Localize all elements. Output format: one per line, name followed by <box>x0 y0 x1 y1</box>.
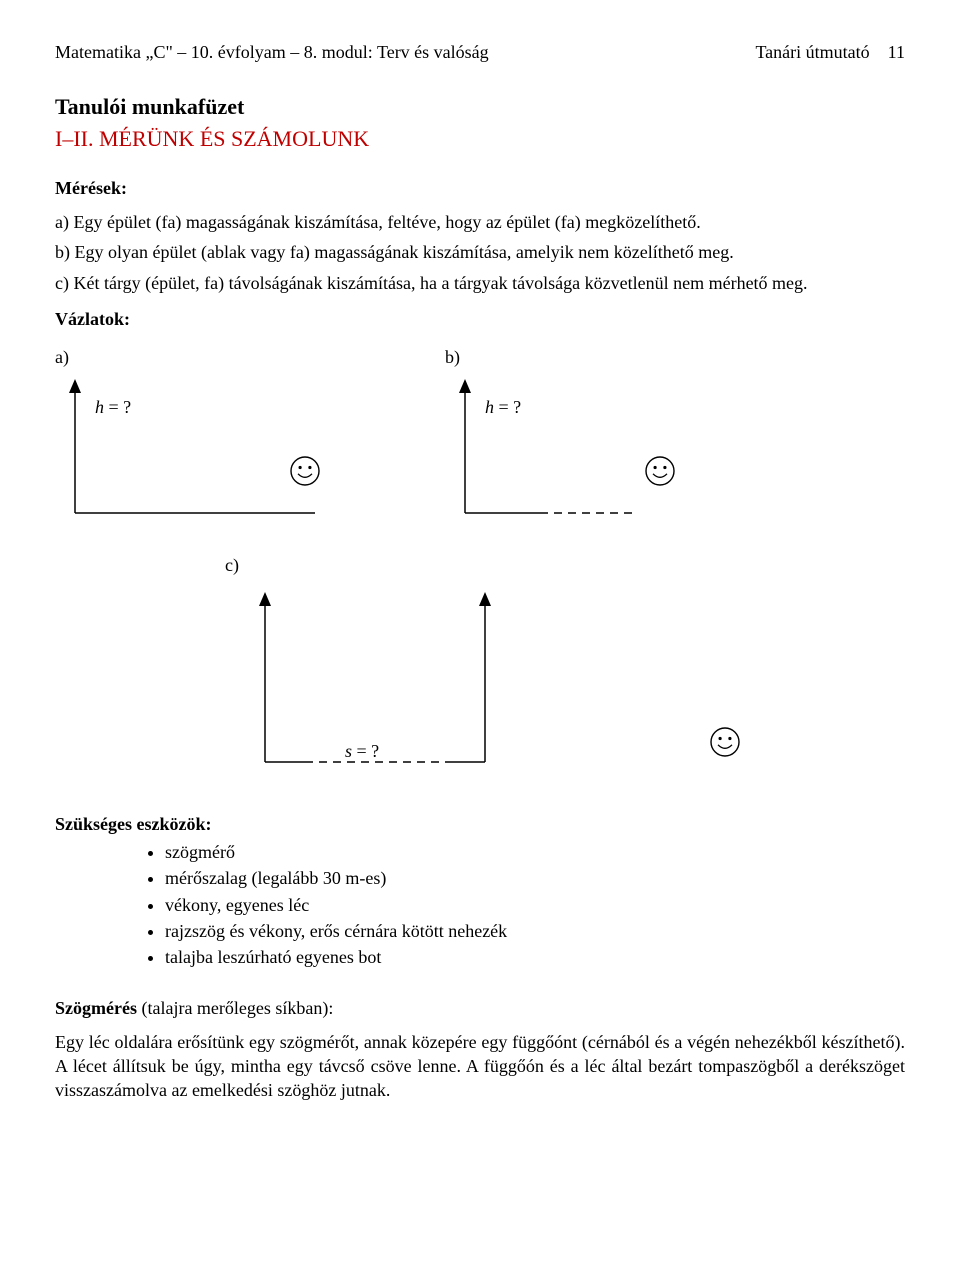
section-title: I–II. MÉRÜNK ÉS SZÁMOLUNK <box>55 124 905 154</box>
diagram-b-label: b) <box>445 345 745 369</box>
diagram-c-label: c) <box>225 553 905 577</box>
diagrams-row-ab: a) h = ? b) h = ? <box>55 345 905 533</box>
svg-text:s = ?: s = ? <box>345 741 379 761</box>
tools-head: Szükséges eszközök: <box>55 814 212 834</box>
vazlatok-head: Vázlatok: <box>55 307 905 331</box>
angle-paragraph: Egy léc oldalára erősítünk egy szögmérőt… <box>55 1030 905 1103</box>
diagram-a: a) h = ? <box>55 345 355 533</box>
angle-measure-head: Szögmérés (talajra merőleges síkban): <box>55 996 905 1020</box>
svg-text:h = ?: h = ? <box>485 397 521 417</box>
tool-item: rajzszög és vékony, erős cérnára kötött … <box>165 919 905 943</box>
tool-item: vékony, egyenes léc <box>165 893 905 917</box>
header-right: Tanári útmutató 11 <box>755 40 905 64</box>
meresek-c: c) Két tárgy (épület, fa) távolságának k… <box>55 271 905 295</box>
tool-item: szögmérő <box>165 840 905 864</box>
diagram-c-svg: s = ? <box>225 582 765 782</box>
diagram-b-svg: h = ? <box>445 373 745 533</box>
angle-head-rest: (talajra merőleges síkban): <box>137 998 333 1018</box>
svg-text:h = ?: h = ? <box>95 397 131 417</box>
meresek-a: a) Egy épület (fa) magasságának kiszámít… <box>55 210 905 234</box>
header-left: Matematika „C" – 10. évfolyam – 8. modul… <box>55 40 489 64</box>
tools-block: Szükséges eszközök: szögmérő mérőszalag … <box>55 812 905 970</box>
header-right-label: Tanári útmutató <box>755 42 869 62</box>
angle-head-bold: Szögmérés <box>55 998 137 1018</box>
workbook-title: Tanulói munkafüzet <box>55 92 905 122</box>
tools-list: szögmérő mérőszalag (legalább 30 m-es) v… <box>55 840 905 969</box>
diagram-a-label: a) <box>55 345 355 369</box>
meresek-b: b) Egy olyan épület (ablak vagy fa) maga… <box>55 240 905 264</box>
meresek-head: Mérések: <box>55 176 905 200</box>
header-page-number: 11 <box>888 42 905 62</box>
diagram-c: c) s = ? <box>225 553 905 781</box>
diagram-b: b) h = ? <box>445 345 745 533</box>
tool-item: talajba leszúrható egyenes bot <box>165 945 905 969</box>
page-header: Matematika „C" – 10. évfolyam – 8. modul… <box>55 40 905 64</box>
tool-item: mérőszalag (legalább 30 m-es) <box>165 866 905 890</box>
diagram-a-svg: h = ? <box>55 373 355 533</box>
